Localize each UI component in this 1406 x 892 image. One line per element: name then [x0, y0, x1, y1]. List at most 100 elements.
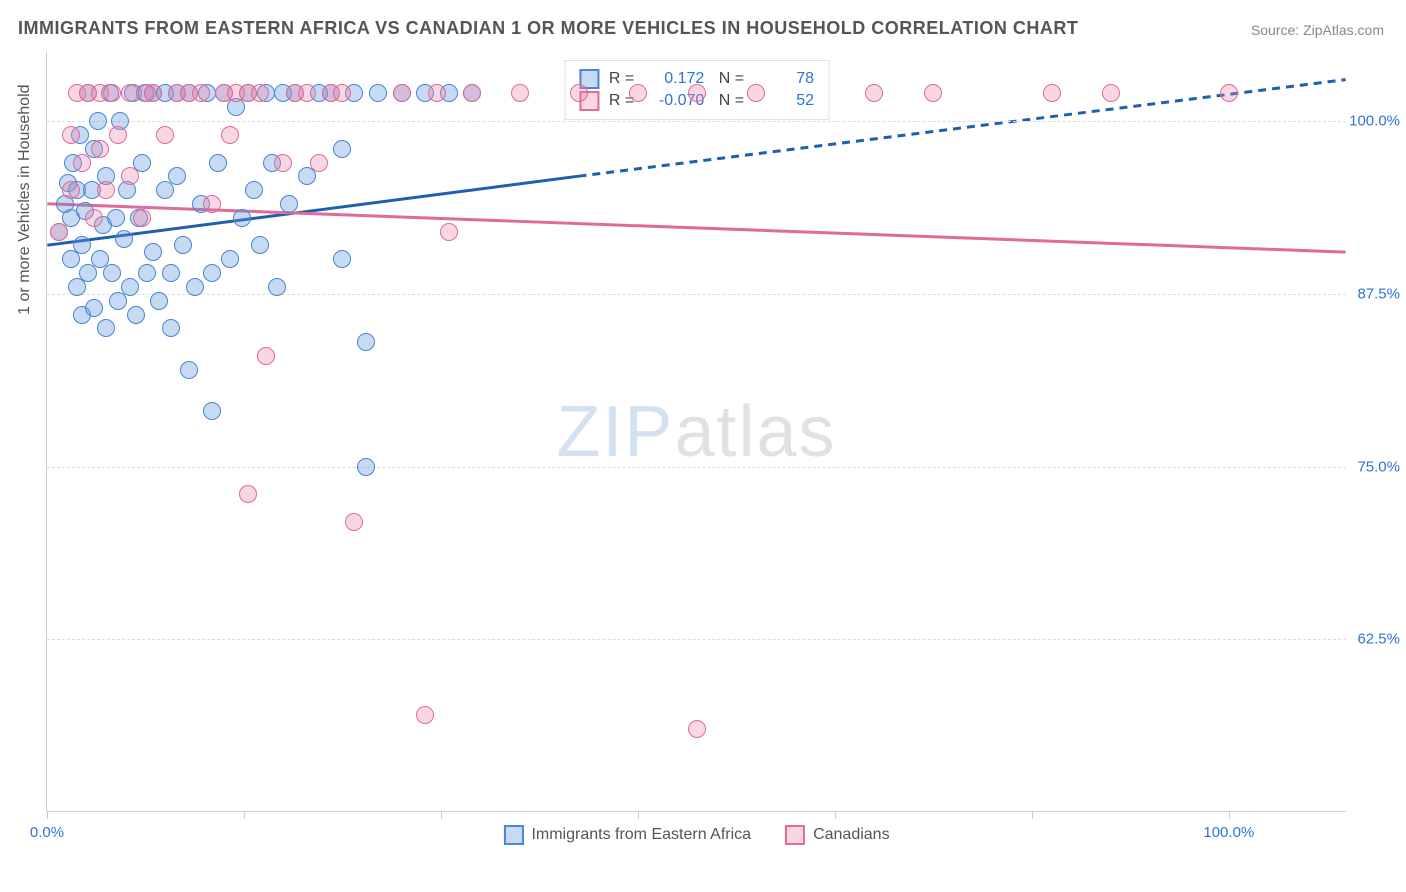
scatter-point-blue — [280, 195, 298, 213]
scatter-point-blue — [245, 181, 263, 199]
scatter-point-pink — [865, 84, 883, 102]
scatter-point-pink — [629, 84, 647, 102]
scatter-point-blue — [150, 292, 168, 310]
scatter-point-pink — [257, 347, 275, 365]
watermark-zip: ZIP — [556, 392, 674, 472]
scatter-point-blue — [73, 236, 91, 254]
scatter-point-blue — [203, 402, 221, 420]
scatter-point-blue — [97, 319, 115, 337]
scatter-point-pink — [203, 195, 221, 213]
legend-label-pink: Canadians — [813, 826, 890, 844]
scatter-point-pink — [251, 84, 269, 102]
scatter-point-blue — [89, 112, 107, 130]
scatter-point-blue — [121, 278, 139, 296]
y-axis-label: 1 or more Vehicles in Household — [16, 84, 34, 314]
scatter-point-pink — [463, 84, 481, 102]
scatter-point-pink — [192, 84, 210, 102]
x-tick — [47, 811, 48, 819]
y-tick-label: 75.0% — [1357, 458, 1400, 475]
scatter-point-blue — [233, 209, 251, 227]
x-tick — [441, 811, 442, 819]
scatter-point-pink — [97, 181, 115, 199]
source-label: Source: ZipAtlas.com — [1251, 22, 1384, 38]
scatter-point-pink — [73, 154, 91, 172]
scatter-point-blue — [333, 250, 351, 268]
scatter-point-blue — [127, 306, 145, 324]
scatter-point-pink — [511, 84, 529, 102]
legend-item-blue: Immigrants from Eastern Africa — [503, 825, 751, 845]
scatter-point-pink — [570, 84, 588, 102]
scatter-point-pink — [688, 84, 706, 102]
scatter-point-pink — [62, 126, 80, 144]
scatter-point-pink — [1102, 84, 1120, 102]
x-tick — [835, 811, 836, 819]
scatter-point-pink — [1043, 84, 1061, 102]
scatter-point-blue — [144, 243, 162, 261]
y-tick-label: 87.5% — [1357, 285, 1400, 302]
gridline — [47, 294, 1346, 295]
scatter-point-blue — [209, 154, 227, 172]
scatter-point-pink — [333, 84, 351, 102]
scatter-point-pink — [747, 84, 765, 102]
scatter-point-pink — [133, 209, 151, 227]
gridline — [47, 121, 1346, 122]
trendlines-layer — [47, 52, 1346, 811]
scatter-point-pink — [345, 513, 363, 531]
legend-label-blue: Immigrants from Eastern Africa — [531, 826, 751, 844]
plot-area: ZIPatlas R = 0.172 N = 78 R = -0.070 N =… — [46, 52, 1346, 812]
watermark-atlas: atlas — [674, 392, 836, 472]
scatter-point-blue — [85, 299, 103, 317]
gridline — [47, 467, 1346, 468]
chart-title: IMMIGRANTS FROM EASTERN AFRICA VS CANADI… — [18, 18, 1078, 39]
scatter-point-pink — [1220, 84, 1238, 102]
scatter-point-pink — [109, 126, 127, 144]
scatter-point-blue — [251, 236, 269, 254]
scatter-point-blue — [115, 230, 133, 248]
x-tick — [244, 811, 245, 819]
scatter-point-blue — [180, 361, 198, 379]
scatter-point-pink — [416, 706, 434, 724]
x-tick — [1032, 811, 1033, 819]
scatter-point-blue — [162, 264, 180, 282]
scatter-point-pink — [221, 126, 239, 144]
scatter-point-blue — [107, 209, 125, 227]
scatter-point-pink — [121, 167, 139, 185]
series-legend: Immigrants from Eastern Africa Canadians — [503, 825, 889, 845]
scatter-point-blue — [333, 140, 351, 158]
scatter-point-pink — [85, 209, 103, 227]
scatter-point-pink — [62, 181, 80, 199]
legend-swatch-icon — [785, 825, 805, 845]
scatter-point-pink — [298, 84, 316, 102]
y-tick-label: 62.5% — [1357, 631, 1400, 648]
scatter-point-pink — [144, 84, 162, 102]
x-tick-label: 100.0% — [1203, 824, 1254, 841]
correlation-chart: IMMIGRANTS FROM EASTERN AFRICA VS CANADI… — [0, 0, 1406, 892]
scatter-point-pink — [103, 84, 121, 102]
scatter-point-blue — [268, 278, 286, 296]
scatter-point-pink — [688, 720, 706, 738]
scatter-point-pink — [274, 154, 292, 172]
scatter-point-pink — [393, 84, 411, 102]
scatter-point-blue — [203, 264, 221, 282]
scatter-point-pink — [428, 84, 446, 102]
scatter-point-blue — [162, 319, 180, 337]
scatter-point-pink — [440, 223, 458, 241]
watermark: ZIPatlas — [556, 391, 836, 473]
scatter-point-blue — [357, 333, 375, 351]
scatter-point-blue — [186, 278, 204, 296]
legend-swatch-icon — [503, 825, 523, 845]
scatter-point-pink — [91, 140, 109, 158]
y-tick-label: 100.0% — [1349, 113, 1400, 130]
scatter-point-pink — [310, 154, 328, 172]
n-value-blue: 78 — [754, 70, 814, 88]
scatter-point-pink — [156, 126, 174, 144]
x-tick — [638, 811, 639, 819]
x-tick — [1229, 811, 1230, 819]
scatter-point-blue — [103, 264, 121, 282]
scatter-point-blue — [174, 236, 192, 254]
gridline — [47, 639, 1346, 640]
scatter-point-pink — [924, 84, 942, 102]
scatter-point-blue — [221, 250, 239, 268]
scatter-point-blue — [168, 167, 186, 185]
scatter-point-blue — [357, 458, 375, 476]
